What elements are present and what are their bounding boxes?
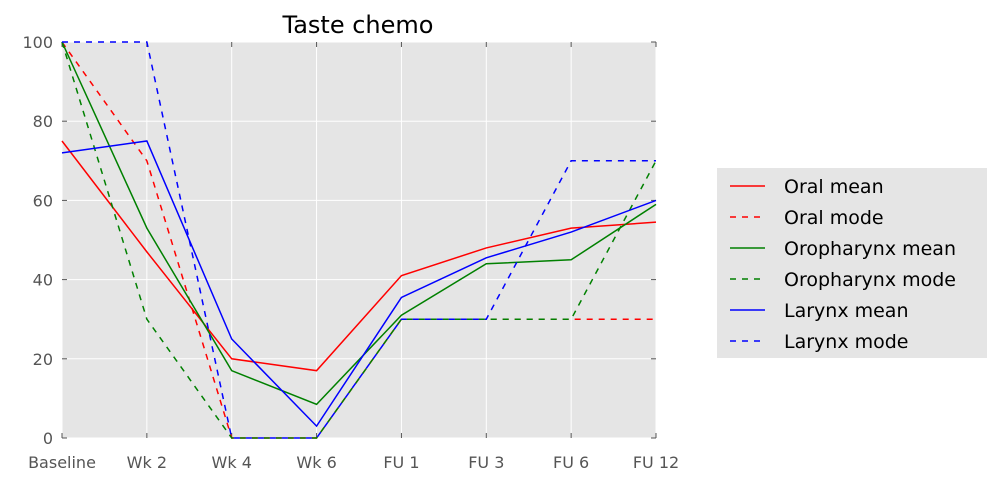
y-tick-label: 20 [33, 350, 53, 369]
legend-label: Larynx mean [784, 300, 909, 322]
x-tick-label: Baseline [28, 453, 96, 472]
legend-label: Oral mean [784, 176, 884, 198]
legend: Oral mean Oral mode Oropharynx mean Orophar… [717, 168, 987, 358]
y-tick-label: 40 [33, 271, 53, 290]
legend-box [717, 168, 987, 358]
chart-title: Taste chemo [282, 11, 434, 39]
x-tick-label: Wk 4 [212, 453, 252, 472]
y-tick-label: 60 [33, 191, 53, 210]
x-tick-label: Wk 6 [296, 453, 336, 472]
legend-label: Oropharynx mode [784, 269, 956, 291]
y-tick-label: 0 [43, 429, 53, 448]
plot-area [62, 42, 656, 438]
y-tick-label: 80 [33, 112, 53, 131]
x-tick-label: FU 3 [468, 453, 504, 472]
series-line-oropharynx-mean [61, 41, 657, 406]
series-layer [61, 41, 657, 439]
y-tick-label: 100 [22, 33, 53, 52]
x-tick-label: FU 1 [383, 453, 419, 472]
x-tick-label: FU 12 [633, 453, 679, 472]
series-line-oropharynx-mode [61, 41, 657, 439]
series-line-larynx-mean [61, 140, 657, 428]
legend-label: Oral mode [784, 207, 884, 229]
legend-label: Oropharynx mean [784, 238, 956, 260]
legend-label: Larynx mode [784, 331, 909, 353]
x-tick-label: FU 6 [553, 453, 589, 472]
x-axis: Baseline Wk 2 Wk 4 Wk 6 FU 1 FU 3 FU 6 FU 12 [28, 42, 679, 472]
series-line-oral-mean [61, 140, 657, 372]
y-axis: 0 20 40 60 80 100 [22, 33, 656, 448]
x-tick-label: Wk 2 [127, 453, 167, 472]
